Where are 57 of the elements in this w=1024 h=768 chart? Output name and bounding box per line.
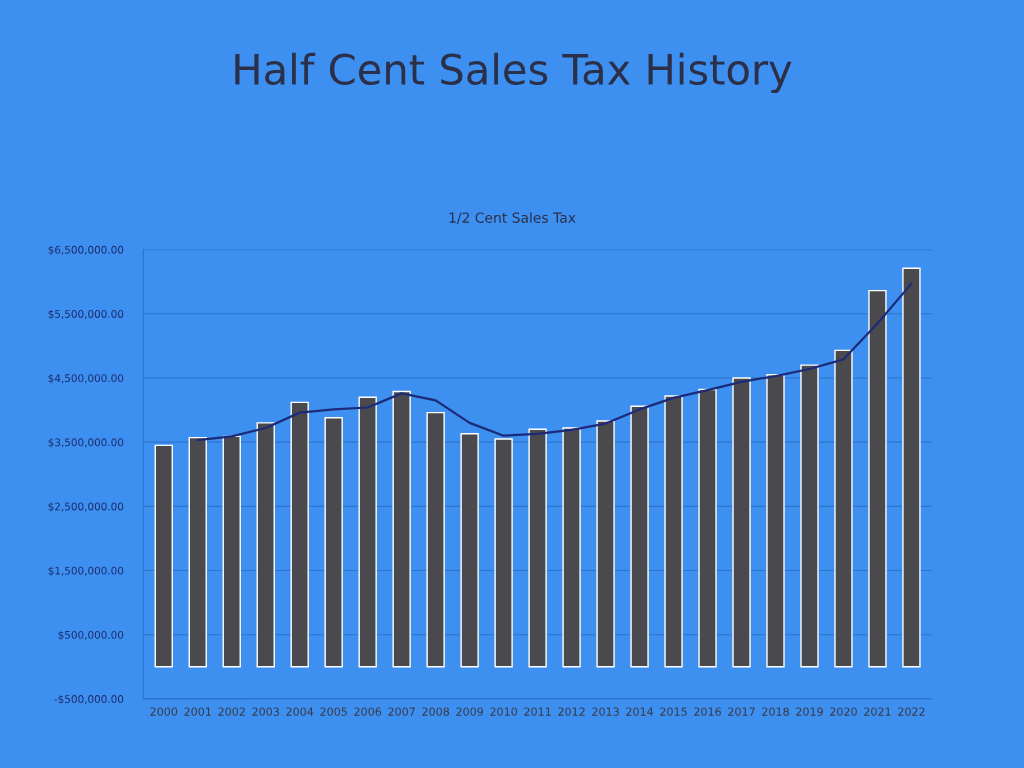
- y-tick-label: $5,500,000.00: [48, 309, 124, 320]
- bar: [358, 396, 377, 668]
- bar: [834, 349, 853, 668]
- x-tick-label: 2013: [592, 707, 619, 716]
- x-tick-label: 2011: [524, 707, 551, 716]
- x-tick-label: 2020: [830, 707, 857, 716]
- x-tick-label: 2007: [388, 707, 415, 716]
- bar: [494, 438, 513, 668]
- chart-title: Half Cent Sales Tax History: [235, 52, 792, 94]
- x-tick-label: 2009: [456, 707, 483, 716]
- bar: [290, 401, 309, 668]
- bar: [732, 377, 751, 668]
- x-tick-label: 2010: [490, 707, 518, 716]
- x-tick-label: 2003: [252, 707, 279, 716]
- bar: [324, 417, 343, 668]
- x-tick-label: 2022: [898, 707, 925, 716]
- bar: [596, 420, 615, 668]
- bar: [766, 374, 785, 668]
- y-tick-label: $3,500,000.00: [48, 438, 124, 448]
- line-series: [196, 282, 913, 442]
- y-tick-label: $6,500,000.00: [48, 245, 124, 256]
- y-tick-label: $2,500,000.00: [48, 502, 124, 512]
- x-tick-label: 2018: [762, 707, 789, 716]
- bar: [698, 388, 717, 668]
- bar: [528, 428, 547, 668]
- x-tick-label: 2016: [694, 707, 721, 716]
- bar: [902, 267, 921, 668]
- x-tick-label: 2002: [218, 707, 245, 716]
- bar: [562, 427, 581, 668]
- x-tick-label: 2004: [286, 707, 314, 716]
- bar: [460, 433, 479, 668]
- bar: [154, 444, 173, 668]
- x-tick-label: 2019: [796, 707, 823, 716]
- y-tick-label: $500,000.00: [58, 630, 124, 641]
- bar: [868, 289, 887, 668]
- x-tick-label: 2014: [626, 707, 654, 716]
- x-tick-label: 2001: [184, 707, 211, 716]
- bar: [630, 405, 649, 668]
- y-tick-label: $1,500,000.00: [48, 566, 124, 576]
- x-tick-label: 2012: [558, 707, 585, 716]
- bar: [222, 435, 241, 668]
- bar: [188, 436, 207, 668]
- bar: [392, 390, 411, 668]
- bar: [664, 395, 683, 668]
- x-tick-label: 2005: [320, 707, 347, 716]
- x-tick-label: 2000: [150, 707, 178, 716]
- x-tick-label: 2006: [354, 707, 382, 716]
- y-tick-label: $4,500,000.00: [48, 374, 124, 384]
- x-tick-label: 2008: [422, 707, 450, 716]
- x-tick-label: 2017: [728, 707, 755, 716]
- chart-subtitle: 1/2 Cent Sales Tax: [449, 212, 576, 224]
- x-tick-label: 2021: [864, 707, 891, 716]
- bar: [800, 364, 819, 668]
- y-tick-label: -$500,000.00: [54, 694, 124, 705]
- bar: [256, 422, 275, 668]
- x-tick-label: 2015: [660, 707, 687, 716]
- bar: [426, 411, 445, 668]
